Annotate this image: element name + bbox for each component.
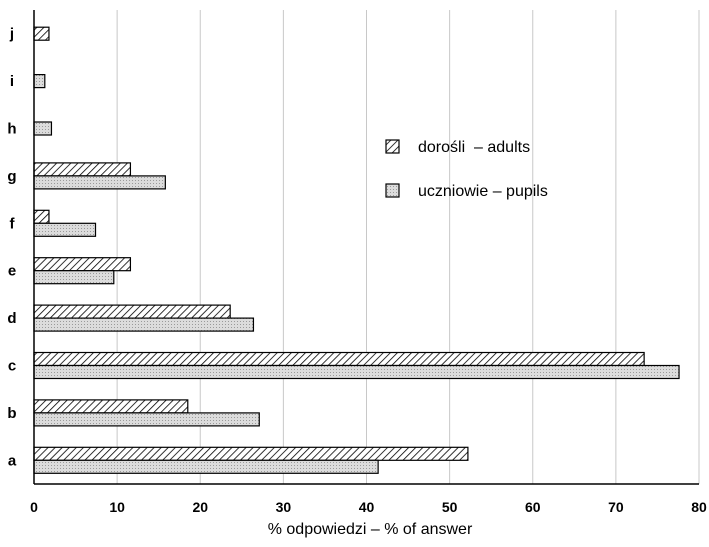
bar-h-series-1 <box>34 122 51 135</box>
legend: dorośli – adults uczniowie – pupils <box>386 139 548 200</box>
x-tick-label: 40 <box>359 499 375 515</box>
bar-b-series-0 <box>34 400 188 413</box>
category-label-a: a <box>8 452 17 469</box>
bar-f-series-1 <box>34 223 96 236</box>
bar-g-series-1 <box>34 176 165 189</box>
bar-d-series-1 <box>34 318 253 331</box>
category-label-d: d <box>7 310 16 327</box>
bar-j-series-0 <box>34 27 49 40</box>
bar-d-series-0 <box>34 305 230 318</box>
x-tick-label: 20 <box>192 499 208 515</box>
category-label-i: i <box>10 73 14 90</box>
category-label-g: g <box>7 168 16 185</box>
x-axis-label: % odpowiedzi – % of answer <box>268 521 473 538</box>
bar-a-series-0 <box>34 447 468 460</box>
category-label-j: j <box>9 26 14 43</box>
category-label-e: e <box>8 263 16 280</box>
x-tick-labels: 0 10 20 30 40 50 60 70 80 <box>30 499 707 515</box>
category-label-h: h <box>7 121 16 138</box>
legend-label-adults: dorośli – adults <box>418 139 530 156</box>
bar-i-series-1 <box>34 75 45 88</box>
x-tick-label: 30 <box>276 499 292 515</box>
x-tick-label: 70 <box>608 499 624 515</box>
bar-f-series-0 <box>34 210 49 223</box>
legend-swatch-pupils <box>386 184 399 197</box>
x-tick-label: 10 <box>109 499 125 515</box>
bars <box>34 27 679 473</box>
x-tick-label: 60 <box>525 499 541 515</box>
category-label-c: c <box>8 358 16 375</box>
category-labels: a b c d e f g h i j <box>7 26 16 470</box>
category-label-f: f <box>10 215 16 232</box>
x-tick-label: 0 <box>30 499 38 515</box>
category-label-b: b <box>7 405 16 422</box>
legend-swatch-adults <box>386 140 399 153</box>
bar-e-series-0 <box>34 258 130 271</box>
bar-g-series-0 <box>34 163 130 176</box>
bar-a-series-1 <box>34 460 378 473</box>
x-tick-label: 50 <box>442 499 458 515</box>
bar-e-series-1 <box>34 271 114 284</box>
legend-label-pupils: uczniowie – pupils <box>418 183 548 200</box>
x-tick-label: 80 <box>691 499 707 515</box>
bar-c-series-0 <box>34 353 644 366</box>
bar-b-series-1 <box>34 413 259 426</box>
bar-c-series-1 <box>34 366 679 379</box>
